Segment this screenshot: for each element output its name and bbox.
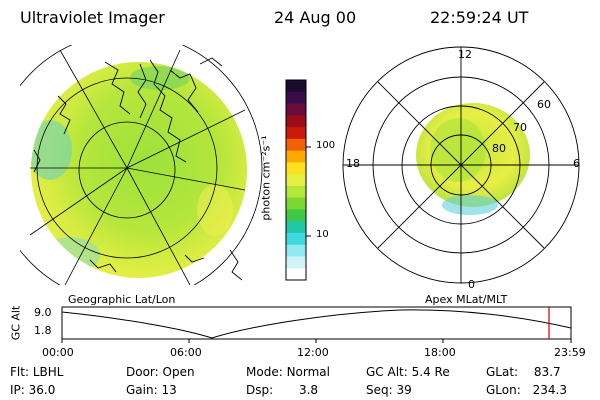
info-seq-key: Seq: — [366, 383, 393, 397]
colorbar-swatch — [286, 80, 306, 93]
colorbar-swatch — [286, 162, 306, 175]
header-time: 22:59:24 UT — [430, 8, 529, 27]
mlt-label-0: 0 — [468, 278, 475, 291]
info-ip-value: 36.0 — [28, 383, 56, 397]
info-glon: GLon: 234.3 — [486, 383, 567, 397]
info-gain: Gain: 13 — [126, 383, 177, 397]
colorbar-swatch — [286, 209, 306, 222]
colorbar-unit-label: photon cm⁻²s⁻¹ — [259, 135, 273, 221]
info-ip-key: IP: — [10, 383, 25, 397]
colorbar-swatch — [286, 174, 306, 187]
info-seq: Seq: 39 — [366, 383, 412, 397]
timeline-ylabel: GC Alt — [9, 305, 23, 341]
colorbar — [285, 79, 311, 281]
left-panel-caption: Geographic Lat/Lon — [68, 293, 176, 306]
info-seq-value: 39 — [396, 383, 412, 397]
timeline-xtick-3: 18:00 — [424, 346, 456, 359]
polar-cap-emission — [430, 118, 486, 182]
info-gain-key: Gain: — [126, 383, 158, 397]
info-glat: GLat: 83.7 — [486, 365, 561, 379]
polar-plot — [342, 46, 580, 284]
info-gcalt-value: 5.4 Re — [411, 365, 450, 379]
info-mode-key: Mode: — [246, 365, 283, 379]
polar-grid — [342, 46, 580, 284]
timeline-xtick-2: 12:00 — [297, 346, 329, 359]
colorbar-swatch — [286, 138, 306, 152]
info-gcalt: GC Alt: 5.4 Re — [366, 365, 450, 379]
mlat-label-70: 70 — [513, 121, 527, 134]
colorbar-swatch — [286, 221, 306, 234]
info-glon-value: 234.3 — [532, 383, 567, 397]
info-ip: IP: 36.0 — [10, 383, 55, 397]
colorbar-frame — [285, 79, 307, 281]
colorbar-swatch — [286, 244, 306, 258]
colorbar-swatch — [286, 268, 306, 281]
timeline-x-ticks — [61, 339, 572, 343]
timeline-xtick-1: 06:00 — [170, 346, 202, 359]
latlon-grid — [20, 45, 263, 285]
info-gcalt-key: GC Alt: — [366, 365, 408, 379]
info-glon-key: GLon: — [486, 383, 521, 397]
info-door: Door: Open — [126, 365, 195, 379]
colorbar-label-10: 10 — [316, 229, 329, 240]
night-side-emission — [442, 195, 498, 215]
info-gain-value: 13 — [161, 383, 177, 397]
coastlines — [33, 57, 243, 281]
colorbar-swatch — [286, 197, 306, 211]
header-date: 24 Aug 00 — [274, 8, 357, 27]
info-flt: Flt: LBHL — [10, 365, 63, 379]
info-dsp: Dsp: 3.8 — [246, 383, 318, 397]
info-dsp-key: Dsp: — [246, 383, 274, 397]
mlt-label-18: 18 — [346, 157, 360, 170]
info-mode-value: Normal — [286, 365, 330, 379]
instrument-title: Ultraviolet Imager — [20, 8, 165, 27]
info-flt-key: Flt: — [10, 365, 29, 379]
mlat-label-60: 60 — [537, 98, 551, 111]
colorbar-swatch — [286, 115, 306, 128]
colorbar-swatch — [286, 91, 306, 105]
timeline-xtick-0: 00:00 — [42, 346, 74, 359]
colorbar-label-100: 100 — [316, 140, 336, 151]
colorbar-swatch — [286, 150, 306, 163]
geographic-image-panel — [20, 45, 263, 285]
info-door-key: Door: — [126, 365, 159, 379]
colorbar-swatches — [286, 80, 306, 281]
info-dsp-value: 3.8 — [298, 383, 319, 397]
mlt-label-6: 6 — [573, 157, 580, 170]
colorbar-swatch — [286, 256, 306, 269]
info-mode: Mode: Normal — [246, 365, 330, 379]
mlat-label-80: 80 — [492, 142, 506, 155]
timeline-ytick-bottom: 1.8 — [34, 324, 52, 337]
mlt-label-12: 12 — [458, 48, 472, 61]
info-flt-value: LBHL — [32, 365, 64, 379]
info-glat-value: 83.7 — [533, 365, 561, 379]
colorbar-swatch — [286, 127, 306, 140]
timeline-ytick-top: 9.0 — [34, 306, 52, 319]
colorbar-swatch — [286, 103, 306, 116]
timeline-plot — [61, 306, 572, 343]
colorbar-swatch — [286, 232, 306, 246]
orbit-altitude-curve — [61, 309, 572, 339]
timeline-xtick-4: 23:59 — [554, 346, 586, 359]
info-door-value: Open — [162, 365, 195, 379]
right-panel-caption: Apex MLat/MLT — [425, 293, 508, 306]
timeline-frame — [61, 306, 572, 340]
colorbar-swatch — [286, 185, 306, 199]
info-glat-key: GLat: — [486, 365, 519, 379]
